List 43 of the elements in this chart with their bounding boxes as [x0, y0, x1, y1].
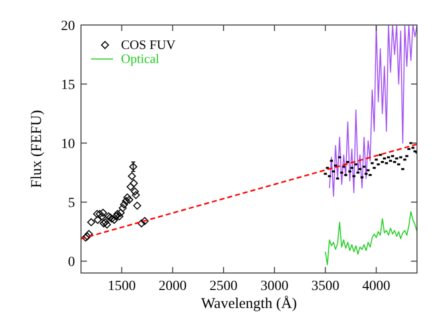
point — [98, 212, 106, 220]
x-tick-label: 2000 — [158, 279, 187, 294]
x-tick-label: 3500 — [311, 279, 340, 294]
point — [110, 216, 118, 224]
point — [125, 196, 134, 204]
point — [113, 210, 122, 218]
y-tick-label: 0 — [68, 255, 75, 270]
y-tick-label: 10 — [61, 137, 75, 152]
point — [133, 202, 142, 210]
y-axis-title: Flux (FEFU) — [29, 110, 45, 188]
point — [130, 188, 139, 196]
x-tick-label: 1500 — [108, 279, 136, 294]
point — [122, 196, 130, 205]
point — [116, 208, 125, 217]
x-axis-title: Wavelength (Å) — [201, 295, 297, 312]
point — [94, 216, 102, 224]
y-tick-label: 5 — [68, 196, 75, 212]
point — [140, 217, 149, 226]
point — [120, 200, 128, 209]
point — [112, 212, 120, 220]
point — [123, 193, 132, 202]
point — [132, 191, 140, 200]
x-tick-label: 3000 — [260, 279, 288, 294]
x-tick-label: 2500 — [210, 279, 238, 294]
point — [84, 230, 93, 238]
legend-label: Optical — [121, 51, 160, 66]
point — [126, 182, 135, 191]
point — [118, 204, 127, 212]
y-tick-label: 20 — [61, 19, 75, 34]
legend-label: COS FUV — [121, 37, 176, 52]
x-tick-label: 4000 — [362, 279, 390, 294]
point — [115, 212, 124, 220]
point — [96, 210, 104, 218]
point — [137, 219, 146, 228]
y-tick-label: 15 — [61, 78, 75, 94]
point — [130, 179, 138, 188]
point — [102, 220, 111, 229]
point — [87, 218, 96, 226]
line-series — [328, 25, 417, 197]
point — [93, 210, 102, 218]
line-series — [324, 211, 417, 266]
point — [98, 208, 107, 217]
point — [128, 172, 136, 180]
